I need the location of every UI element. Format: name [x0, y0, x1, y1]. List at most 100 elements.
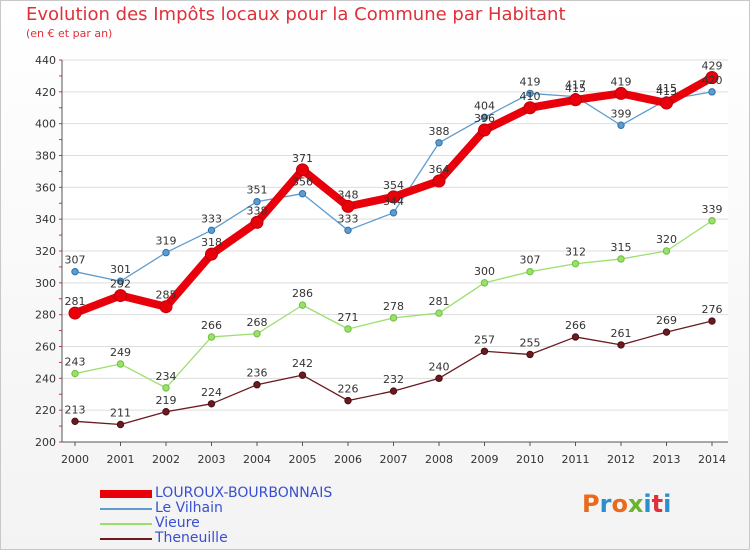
chart-title: Evolution des Impôts locaux pour la Comm… — [26, 4, 566, 25]
data-label: 419 — [520, 75, 541, 88]
data-point — [571, 333, 580, 341]
data-label: 318 — [201, 236, 222, 249]
data-label: 257 — [474, 333, 495, 346]
data-label: 307 — [65, 254, 86, 267]
data-point — [526, 89, 534, 98]
x-tick-label: 2001 — [107, 453, 135, 466]
data-point — [162, 384, 170, 392]
data-point — [526, 350, 534, 359]
data-label: 312 — [565, 246, 586, 259]
data-point — [71, 369, 79, 378]
data-label: 219 — [156, 394, 177, 407]
data-label: 396 — [474, 112, 495, 125]
data-point — [114, 289, 127, 303]
y-tick-label: 360 — [35, 181, 56, 194]
chart-subtitle: (en € et par an) — [26, 27, 113, 40]
x-tick-label: 2002 — [152, 453, 180, 466]
data-point — [569, 93, 582, 107]
data-point — [617, 121, 625, 129]
data-point — [71, 267, 79, 276]
data-point — [526, 267, 534, 276]
x-tick-label: 2005 — [289, 453, 317, 466]
legend-label: Theneuille — [155, 530, 228, 546]
data-label: 356 — [292, 176, 313, 189]
data-point — [344, 396, 352, 405]
logo-letter: x — [627, 490, 644, 518]
data-label: 413 — [656, 85, 677, 98]
data-point — [614, 86, 628, 100]
logo-letter: o — [611, 490, 628, 518]
data-label: 286 — [292, 287, 313, 300]
data-label: 333 — [338, 212, 359, 225]
data-point — [480, 347, 489, 355]
x-tick-label: 2000 — [61, 453, 89, 466]
legend-swatch — [100, 538, 152, 540]
data-point — [708, 88, 716, 96]
logo-letter: t — [651, 490, 664, 518]
legend-item-louroux: LOUROUX-BOURBONNAIS — [100, 486, 400, 501]
data-point — [341, 199, 355, 213]
legend-swatch — [100, 523, 152, 525]
data-point — [662, 328, 671, 336]
data-label: 415 — [565, 82, 586, 95]
legend-label: Vieure — [155, 515, 200, 531]
data-point — [162, 248, 170, 257]
data-label: 319 — [156, 235, 177, 248]
data-label: 261 — [611, 327, 632, 340]
data-label: 255 — [520, 336, 541, 349]
data-label: 429 — [702, 60, 723, 73]
data-point — [660, 96, 673, 110]
data-point — [159, 300, 173, 314]
y-tick-label: 380 — [35, 150, 56, 163]
data-point — [435, 139, 443, 147]
data-label: 301 — [110, 263, 131, 276]
y-tick-label: 400 — [35, 118, 56, 131]
legend-item-theneuille: Theneuille — [100, 531, 400, 546]
data-point — [617, 255, 625, 263]
data-point — [617, 341, 625, 349]
data-point — [207, 333, 216, 341]
data-point — [250, 215, 264, 229]
data-label: 338 — [247, 204, 268, 217]
proxiti-logo: Proxiti — [582, 490, 671, 518]
data-label: 388 — [429, 125, 450, 138]
logo-letter: r — [599, 490, 612, 518]
data-point — [207, 400, 216, 408]
data-label: 300 — [474, 265, 495, 278]
data-point — [523, 101, 537, 115]
y-tick-label: 300 — [35, 277, 56, 290]
data-point — [705, 71, 719, 85]
data-point — [389, 387, 398, 395]
legend-swatch — [100, 490, 152, 498]
data-point — [708, 317, 716, 325]
data-point — [205, 247, 218, 261]
data-point — [298, 301, 307, 309]
x-tick-label: 2012 — [607, 453, 635, 466]
data-label: 278 — [383, 300, 404, 313]
data-label: 213 — [65, 403, 86, 416]
data-point — [116, 277, 125, 285]
data-label: 348 — [338, 188, 359, 201]
data-label: 243 — [65, 356, 86, 369]
logo-letter: P — [582, 490, 600, 518]
x-tick-label: 2009 — [471, 453, 499, 466]
data-point — [253, 330, 261, 338]
data-label: 420 — [702, 74, 723, 87]
data-label: 266 — [565, 319, 586, 332]
data-label: 232 — [383, 373, 404, 386]
data-label: 236 — [247, 367, 268, 380]
legend-swatch — [100, 508, 152, 510]
logo-letter: i — [663, 490, 672, 518]
data-point — [344, 226, 352, 235]
data-label: 415 — [656, 82, 677, 95]
legend-item-le-vilhain: Le Vilhain — [100, 501, 400, 516]
data-label: 224 — [201, 386, 222, 399]
data-point — [116, 360, 125, 368]
x-tick-label: 2007 — [380, 453, 408, 466]
x-tick-label: 2014 — [698, 453, 726, 466]
y-tick-label: 320 — [35, 245, 56, 258]
data-point — [162, 408, 170, 416]
y-tick-label: 220 — [35, 404, 56, 417]
data-label: 276 — [702, 303, 723, 316]
data-label: 285 — [156, 289, 177, 302]
